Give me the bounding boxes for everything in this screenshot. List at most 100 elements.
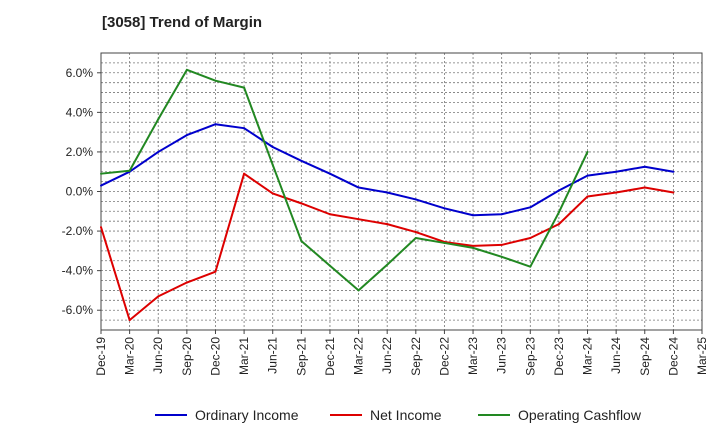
operating-cashflow-point [472, 246, 475, 249]
operating-cashflow-point [271, 163, 274, 166]
net-income-point [243, 172, 246, 175]
y-tick-label: 6.0% [66, 66, 94, 80]
operating-cashflow-point [214, 79, 217, 82]
operating-cashflow-point [386, 263, 389, 266]
net-income-point [557, 223, 560, 226]
x-tick-label: Dec-19 [94, 337, 108, 376]
x-tick-label: Jun-24 [609, 337, 623, 374]
ordinary-income-point [386, 191, 389, 194]
x-tick-label: Mar-21 [237, 337, 251, 375]
ordinary-income-point [500, 213, 503, 216]
y-tick-label: -6.0% [62, 303, 94, 317]
operating-cashflow-point [414, 236, 417, 239]
ordinary-income-point [243, 127, 246, 130]
operating-cashflow-point [157, 118, 160, 121]
x-tick-label: Mar-23 [466, 337, 480, 375]
x-tick-label: Jun-21 [266, 337, 280, 374]
net-income-point [500, 243, 503, 246]
net-income-point [157, 295, 160, 298]
x-axis: Dec-19 Mar-20 Jun-20 Sep-20 Dec-20 Mar-21 Jun-… [94, 330, 709, 376]
operating-cashflow-point [500, 255, 503, 258]
net-income-point [300, 202, 303, 205]
y-tick-label: -2.0% [62, 224, 94, 238]
net-income-point [271, 192, 274, 195]
net-income-point [128, 319, 131, 322]
ordinary-income-point [672, 170, 675, 173]
net-income-legend-label: Net Income [370, 407, 442, 423]
operating-cashflow-point [328, 264, 331, 267]
grid-layer [101, 53, 702, 330]
operating-cashflow-point [557, 211, 560, 214]
operating-cashflow-series [100, 68, 589, 292]
ordinary-income-point [529, 206, 532, 209]
y-tick-label: 0.0% [66, 185, 94, 199]
series-layer [100, 68, 675, 322]
operating-cashflow-point [443, 241, 446, 244]
x-tick-label: Sep-23 [523, 337, 537, 376]
x-tick-label: Mar-20 [123, 337, 137, 375]
x-tick-label: Mar-25 [695, 337, 709, 375]
operating-cashflow-point [243, 86, 246, 89]
x-tick-label: Dec-21 [323, 337, 337, 376]
ordinary-income-point [214, 123, 217, 126]
ordinary-income-point [643, 165, 646, 168]
net-income-point [185, 281, 188, 284]
x-tick-label: Jun-20 [151, 337, 165, 374]
net-income-series [100, 172, 675, 322]
operating-cashflow-line [100, 68, 589, 292]
operating-cashflow-point [185, 68, 188, 71]
net-income-point [414, 231, 417, 234]
x-tick-label: Dec-20 [208, 337, 222, 376]
net-income-point [529, 236, 532, 239]
operating-cashflow-point [128, 169, 131, 172]
x-tick-label: Sep-20 [180, 337, 194, 376]
ordinary-income-point [414, 198, 417, 201]
operating-cashflow-point [100, 172, 102, 175]
operating-cashflow-point [300, 239, 303, 242]
y-tick-label: 4.0% [66, 105, 94, 119]
ordinary-income-point [185, 134, 188, 137]
x-tick-label: Mar-22 [352, 337, 366, 375]
y-axis: 6.0% 4.0% 2.0% 0.0% -2.0% -4.0% -6.0% [62, 66, 101, 317]
net-income-point [586, 195, 589, 198]
ordinary-income-point [586, 174, 589, 177]
legend: Ordinary Income Net Income Operating Cashf… [155, 407, 642, 423]
ordinary-income-point [357, 186, 360, 189]
x-tick-label: Sep-21 [294, 337, 308, 376]
ordinary-income-point [157, 150, 160, 153]
y-tick-label: -4.0% [62, 264, 94, 278]
ordinary-income-point [271, 145, 274, 148]
net-income-point [328, 213, 331, 216]
x-tick-label: Jun-22 [380, 337, 394, 374]
net-income-point [472, 244, 475, 247]
ordinary-income-point [100, 184, 102, 187]
net-income-point [643, 186, 646, 189]
x-tick-label: Jun-23 [495, 337, 509, 374]
ordinary-income-point [472, 214, 475, 217]
x-tick-label: Dec-22 [437, 337, 451, 376]
x-tick-label: Dec-24 [666, 337, 680, 376]
net-income-point [386, 223, 389, 226]
ordinary-income-point [615, 170, 618, 173]
ordinary-income-legend-label: Ordinary Income [195, 407, 299, 423]
ordinary-income-point [443, 207, 446, 210]
net-income-point [100, 226, 102, 229]
operating-cashflow-point [586, 150, 589, 153]
net-income-point [357, 218, 360, 221]
y-tick-label: 2.0% [66, 145, 94, 159]
ordinary-income-point [300, 159, 303, 162]
operating-cashflow-point [529, 265, 532, 268]
net-income-point [615, 191, 618, 194]
net-income-point [214, 270, 217, 273]
ordinary-income-series [100, 123, 675, 217]
chart-title: [3058] Trend of Margin [102, 14, 263, 31]
x-tick-label: Sep-22 [409, 337, 423, 376]
x-tick-label: Mar-24 [581, 337, 595, 375]
ordinary-income-point [557, 189, 560, 192]
operating-cashflow-point [357, 289, 360, 292]
ordinary-income-point [328, 172, 331, 175]
x-tick-label: Dec-23 [552, 337, 566, 376]
operating-cashflow-legend-label: Operating Cashflow [518, 407, 642, 423]
net-income-point [672, 191, 675, 194]
